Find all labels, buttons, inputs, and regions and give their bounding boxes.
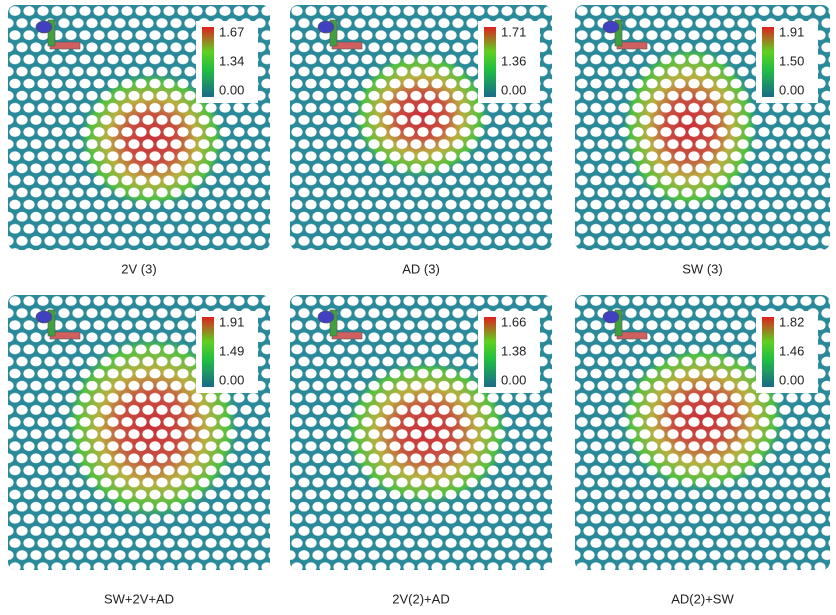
- colorbar: [762, 317, 774, 387]
- colorbar-tick-label: 1.50: [779, 53, 804, 68]
- colorbar-tick-label: 1.36: [501, 53, 526, 68]
- colorbar-tick-label: 1.71: [501, 24, 526, 39]
- colorbar-tick-label: 1.66: [501, 314, 526, 329]
- colorbar-tick-label: 1.91: [219, 314, 244, 329]
- colorbar-tick-label: 1.46: [779, 343, 804, 358]
- panel: 1.67 1.34 0.00: [8, 5, 270, 250]
- colorbar: [202, 317, 214, 387]
- panel: 1.91 1.50 0.00: [575, 5, 830, 250]
- panel-label: 2V (3): [121, 261, 156, 276]
- panel: 1.82 1.46 0.00: [575, 295, 830, 570]
- panel-label: 2V(2)+AD: [392, 591, 449, 606]
- colorbar-tick-label: 1.82: [779, 314, 804, 329]
- colorbar: [484, 27, 496, 97]
- colorbar-tick-label: 1.38: [501, 343, 526, 358]
- panel: 1.66 1.38 0.00: [290, 295, 552, 570]
- axis-z-arrow: [318, 21, 334, 33]
- axis-z-arrow: [603, 21, 619, 33]
- colorbar-tick-label: 0.00: [779, 372, 804, 387]
- colorbar-tick-label: 0.00: [501, 82, 526, 97]
- panel-label: SW+2V+AD: [104, 591, 174, 606]
- colorbar-tick-label: 0.00: [219, 372, 244, 387]
- colorbar-tick-label: 1.91: [779, 24, 804, 39]
- colorbar-tick-label: 0.00: [501, 372, 526, 387]
- panel: 1.91 1.49 0.00: [8, 295, 270, 570]
- panel-label: AD(2)+SW: [671, 591, 734, 606]
- axis-z-arrow: [318, 311, 334, 323]
- colorbar-tick-label: 1.49: [219, 343, 244, 358]
- axis-z-arrow: [36, 311, 52, 323]
- axis-z-arrow: [603, 311, 619, 323]
- colorbar: [484, 317, 496, 387]
- panel-label: AD (3): [402, 261, 440, 276]
- colorbar: [202, 27, 214, 97]
- colorbar-tick-label: 0.00: [219, 82, 244, 97]
- colorbar-tick-label: 0.00: [779, 82, 804, 97]
- colorbar-tick-label: 1.34: [219, 53, 244, 68]
- figure: 1.67 1.34 0.00 2V (3) 1.71 1.36 0.00 AD (3) 1.91…: [0, 0, 836, 610]
- colorbar-tick-label: 1.67: [219, 24, 244, 39]
- axis-z-arrow: [36, 21, 52, 33]
- panel-label: SW (3): [682, 261, 722, 276]
- panel: 1.71 1.36 0.00: [290, 5, 552, 250]
- colorbar: [762, 27, 774, 97]
